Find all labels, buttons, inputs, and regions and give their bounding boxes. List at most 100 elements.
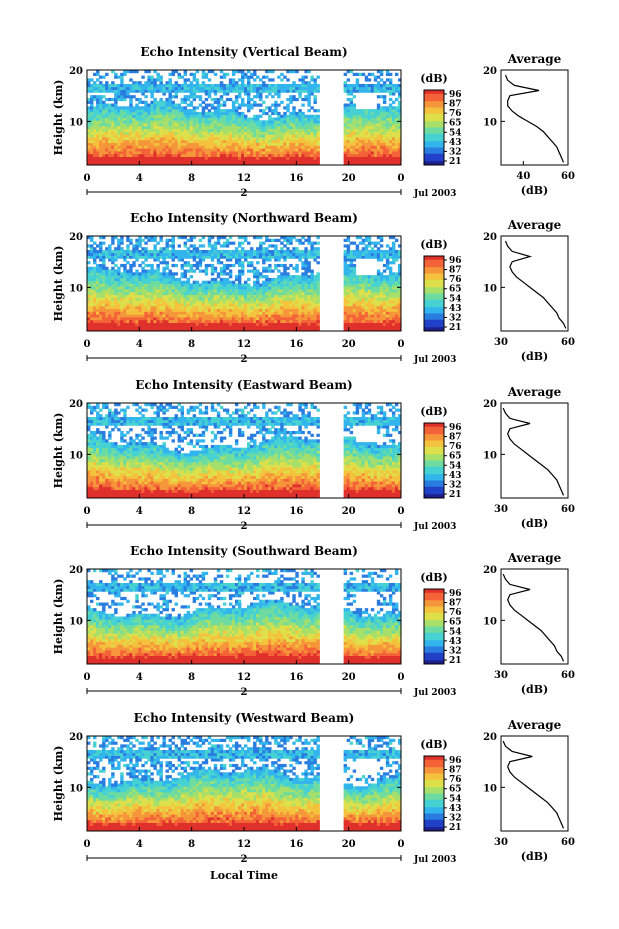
heatmap-cell — [292, 314, 296, 318]
heatmap-cell — [129, 249, 133, 254]
heatmap-cell — [367, 78, 372, 82]
heatmap-cell — [280, 294, 284, 298]
heatmap-cell — [201, 123, 206, 127]
heatmap-cell — [394, 114, 399, 118]
heatmap-cell — [147, 236, 151, 240]
heatmap-cell — [280, 162, 284, 166]
heatmap-cell — [283, 139, 287, 144]
heatmap-cell — [240, 83, 245, 88]
heatmap-cell — [313, 247, 317, 251]
heatmap-cell — [283, 291, 287, 296]
heatmap-cell — [186, 291, 191, 296]
heatmap-cell — [186, 159, 191, 163]
heatmap-cell — [240, 72, 245, 76]
heatmap-cell — [153, 289, 157, 293]
heatmap-cell — [174, 294, 178, 298]
heatmap-cell — [361, 137, 366, 141]
colorbar-tick-label: 87 — [449, 100, 462, 110]
heatmap-cell — [168, 325, 172, 329]
heatmap-cell — [210, 159, 215, 163]
heatmap-cell — [244, 75, 248, 79]
heatmap-cell — [93, 300, 97, 304]
heatmap-cell — [123, 294, 127, 298]
heatmap-cell — [120, 283, 124, 287]
heatmap-cell — [171, 86, 175, 90]
heatmap-cell — [352, 111, 357, 116]
heatmap-cell — [310, 139, 314, 144]
heatmap-cell — [295, 266, 299, 270]
heatmap-cell — [234, 319, 239, 324]
heatmap-cell — [111, 123, 115, 127]
heatmap-cell — [349, 86, 354, 90]
heatmap-cell — [120, 249, 124, 254]
heatmap-cell — [228, 159, 233, 163]
colorbar-segment — [424, 157, 444, 160]
heatmap-cell — [370, 134, 375, 138]
heatmap-cell — [283, 289, 287, 293]
heatmap-cell — [225, 142, 230, 146]
heatmap-cell — [274, 100, 278, 104]
heatmap-cell — [210, 266, 215, 270]
heatmap-cell — [105, 294, 109, 298]
heatmap-cell — [397, 86, 402, 90]
heatmap-cell — [343, 291, 348, 296]
heatmap-cell — [141, 272, 145, 276]
heatmap-cell — [93, 159, 97, 163]
heatmap-cell — [277, 153, 281, 158]
heatmap-cell — [228, 109, 233, 113]
heatmap-cell — [201, 109, 206, 113]
heatmap-cell — [292, 280, 296, 284]
heatmap-cell — [262, 294, 266, 298]
heatmap-cell — [138, 297, 142, 301]
heatmap-cell — [304, 145, 308, 149]
colorbar-segment — [424, 103, 444, 106]
heatmap-cell — [310, 283, 314, 287]
heatmap-cell — [253, 308, 257, 312]
heatmap-cell — [373, 156, 378, 160]
heatmap-cell — [150, 117, 154, 121]
heatmap-cell — [204, 142, 209, 146]
heatmap-cell — [147, 142, 151, 146]
heatmap-cell — [262, 100, 266, 104]
heatmap-cell — [382, 131, 387, 135]
heatmap-cell — [280, 325, 284, 329]
heatmap-cell — [216, 311, 221, 315]
heatmap-cell — [295, 111, 299, 116]
heatmap-cell — [198, 325, 203, 329]
heatmap-cell — [132, 95, 136, 99]
heatmap-cell — [162, 153, 166, 158]
heatmap-cell — [228, 86, 233, 90]
colorbar-segment — [424, 90, 444, 92]
heatmap-cell — [219, 269, 224, 273]
heatmap-cell — [99, 109, 103, 113]
heatmap-cell — [228, 286, 233, 290]
heatmap-cell — [228, 317, 233, 321]
heatmap-cell — [397, 128, 402, 132]
heatmap-cell — [301, 283, 305, 287]
heatmap-cell — [150, 131, 154, 135]
heatmap-cell — [237, 272, 242, 276]
heatmap-cell — [90, 317, 94, 321]
heatmap-cell — [126, 322, 130, 326]
heatmap-cell — [237, 241, 242, 245]
heatmap-cell — [129, 263, 133, 268]
heatmap-cell — [189, 255, 194, 259]
colorbar-segment — [424, 112, 444, 115]
heatmap-cell — [165, 120, 169, 124]
heatmap-cell — [253, 291, 257, 296]
heatmap-cell — [204, 103, 209, 107]
heatmap-cell — [216, 241, 221, 245]
heatmap-cell — [355, 139, 360, 144]
heatmap-cell — [102, 252, 106, 256]
heatmap-cell — [114, 280, 118, 284]
heatmap-cell — [301, 311, 305, 315]
heatmap-cell — [307, 95, 311, 99]
colorbar-segment — [424, 156, 444, 158]
heatmap-cell — [135, 241, 139, 245]
heatmap-cell — [274, 263, 278, 268]
heatmap-cell — [277, 300, 281, 304]
heatmap-cell — [388, 131, 393, 135]
colorbar-segment — [424, 136, 444, 138]
average-y-tick-label: 20 — [483, 66, 497, 77]
heatmap-cell — [219, 308, 224, 312]
